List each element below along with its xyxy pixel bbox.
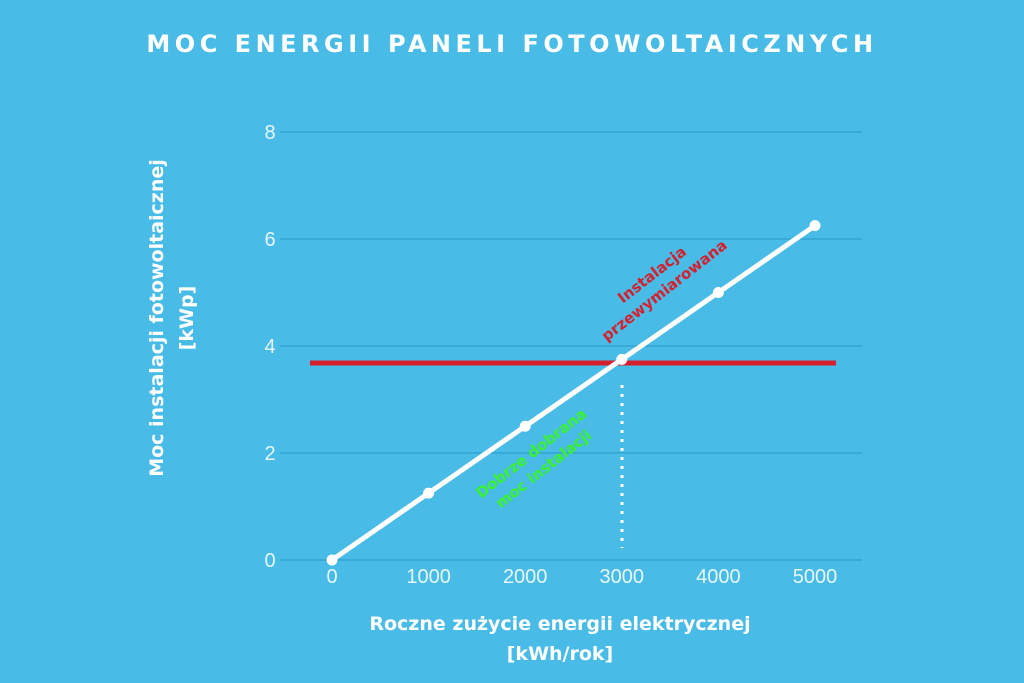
x-tick-label: 1000 <box>406 566 451 588</box>
y-axis-label-line1: Moc instalacji fotowoltaicznej <box>146 159 168 477</box>
data-point <box>809 220 821 232</box>
data-points <box>326 220 821 566</box>
y-axis-label-line2: [kWp] <box>176 285 198 351</box>
x-axis-label-line1: Roczne zużycie energii elektrycznej <box>369 613 751 635</box>
x-tick-label: 5000 <box>793 566 838 588</box>
gridlines <box>280 131 862 561</box>
y-tick-label: 8 <box>264 122 275 144</box>
y-axis-label: Moc instalacji fotowoltaicznej [kWp] <box>142 159 202 477</box>
x-tick-label: 4000 <box>696 566 741 588</box>
y-tick-label: 4 <box>264 336 275 358</box>
data-point <box>712 287 724 298</box>
annotation-good: Dobrze dobrana moc instalacji <box>472 405 595 512</box>
x-axis-label: Roczne zużycie energii elektrycznej [kWh… <box>0 609 1024 669</box>
x-tick-label: 2000 <box>503 566 548 588</box>
data-point <box>616 353 628 365</box>
y-axis-ticks: 0 2 4 6 8 <box>264 122 275 572</box>
data-point <box>326 554 338 566</box>
x-axis-label-line2: [kWh/rok] <box>506 643 614 665</box>
data-line <box>330 223 817 563</box>
y-tick-label: 2 <box>264 443 275 465</box>
x-tick-label: 3000 <box>600 566 645 588</box>
data-point <box>519 420 531 432</box>
data-point <box>423 487 435 499</box>
chart-title: MOC ENERGII PANELI FOTOWOLTAICZNYCH <box>146 30 878 58</box>
x-tick-label: 0 <box>326 566 337 588</box>
y-tick-label: 6 <box>264 229 275 251</box>
y-tick-label: 0 <box>264 550 275 572</box>
x-axis-ticks: 0 1000 2000 3000 4000 5000 <box>326 566 837 588</box>
